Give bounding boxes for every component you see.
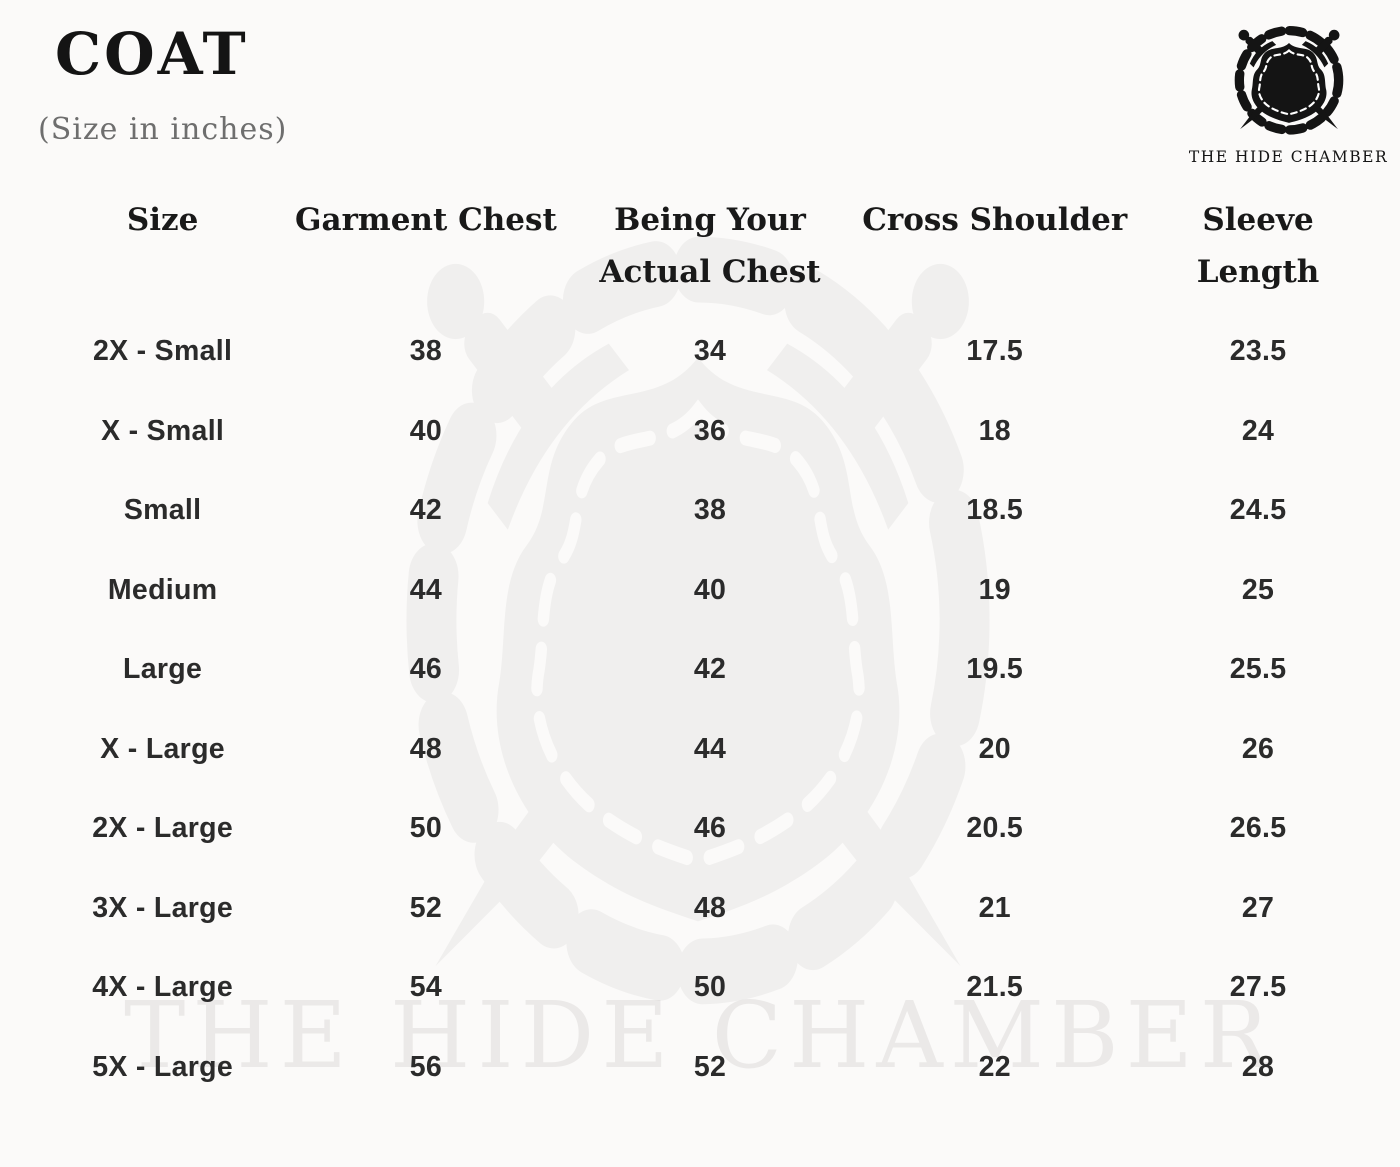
actual-chest-cell: 38 (693, 494, 727, 527)
sleeve-length-cell: 26.5 (1229, 812, 1287, 845)
cross-shoulder-cell: 17.5 (966, 335, 1024, 368)
size-cell: 2X - Small (92, 335, 233, 368)
size-cell: Large (123, 653, 203, 686)
sleeve-length-cell: 23.5 (1229, 335, 1287, 368)
size-table: Size Garment Chest Being Your Actual Che… (40, 192, 1380, 1107)
garment-chest-cell: 38 (409, 335, 443, 368)
cross-shoulder-cell: 19 (978, 573, 1011, 606)
actual-chest-cell: 46 (693, 812, 727, 845)
cross-shoulder-cell: 19.5 (966, 653, 1024, 686)
column-header-actual-chest: Being Your Actual Chest (599, 202, 821, 290)
garment-chest-cell: 48 (409, 732, 443, 765)
size-table-header: Size Garment Chest Being Your Actual Che… (40, 192, 1380, 312)
brand-logo: THE HIDE CHAMBER (1188, 12, 1389, 166)
size-cell: 4X - Large (92, 971, 233, 1004)
cross-shoulder-cell: 21 (978, 891, 1011, 924)
garment-chest-cell: 44 (409, 573, 443, 606)
cross-shoulder-cell: 20 (978, 732, 1011, 765)
actual-chest-cell: 50 (693, 971, 727, 1004)
actual-chest-cell: 52 (693, 1050, 727, 1083)
actual-chest-cell: 36 (693, 414, 727, 447)
sleeve-length-cell: 24 (1241, 414, 1275, 447)
garment-chest-cell: 42 (409, 494, 443, 527)
column-header-size: Size (126, 202, 199, 238)
sleeve-length-cell: 27 (1241, 891, 1275, 924)
sleeve-length-cell: 26 (1241, 732, 1275, 765)
column-header-cross-shoulder: Cross Shoulder (862, 202, 1128, 238)
size-cell: X - Large (100, 732, 225, 765)
garment-chest-cell: 56 (409, 1050, 443, 1083)
page-title: COAT (55, 20, 249, 88)
sleeve-length-cell: 27.5 (1229, 971, 1287, 1004)
actual-chest-cell: 34 (693, 335, 727, 368)
size-cell: Small (123, 494, 202, 527)
actual-chest-cell: 42 (693, 653, 727, 686)
sleeve-length-cell: 24.5 (1229, 494, 1287, 527)
size-cell: Medium (107, 573, 218, 606)
column-header-garment-chest: Garment Chest (295, 202, 557, 238)
actual-chest-cell: 48 (693, 891, 727, 924)
size-cell: X - Small (101, 414, 225, 447)
cross-shoulder-cell: 20.5 (966, 812, 1024, 845)
size-cell: 2X - Large (92, 812, 233, 845)
actual-chest-cell: 40 (693, 573, 727, 606)
cross-shoulder-cell: 18 (978, 414, 1011, 447)
cross-shoulder-cell: 21.5 (966, 971, 1024, 1004)
garment-chest-cell: 46 (409, 653, 443, 686)
actual-chest-cell: 44 (693, 732, 727, 765)
brand-name: THE HIDE CHAMBER (1188, 148, 1389, 166)
garment-chest-cell: 40 (409, 414, 443, 447)
page-subtitle: (Size in inches) (38, 112, 288, 147)
cross-shoulder-cell: 22 (978, 1050, 1011, 1083)
garment-chest-cell: 50 (409, 812, 443, 845)
size-cell: 3X - Large (92, 891, 233, 924)
sleeve-length-cell: 25.5 (1229, 653, 1287, 686)
garment-chest-cell: 52 (409, 891, 443, 924)
sleeve-length-cell: 28 (1241, 1050, 1275, 1083)
size-cell: 5X - Large (92, 1050, 233, 1083)
cross-shoulder-cell: 18.5 (966, 494, 1024, 527)
garment-chest-cell: 54 (409, 971, 443, 1004)
size-table-body: 2X - Small 38 34 17.5 23.5 X - Small 40 … (40, 312, 1380, 1107)
sleeve-length-cell: 25 (1241, 573, 1275, 606)
crest-swords-shield-chain-icon (1200, 12, 1378, 145)
column-header-sleeve-length: Sleeve Length (1196, 202, 1320, 290)
